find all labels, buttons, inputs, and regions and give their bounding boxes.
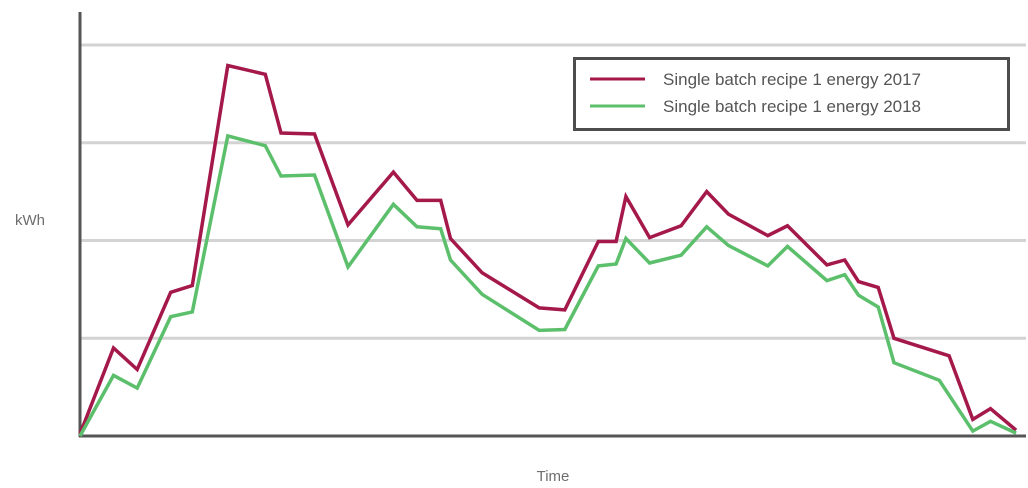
legend-label-2017: Single batch recipe 1 energy 2017 bbox=[663, 70, 921, 89]
legend-box bbox=[573, 57, 1010, 131]
series-line-2017 bbox=[78, 63, 1018, 435]
gridlines bbox=[80, 43, 1026, 340]
legend-label-2018: Single batch recipe 1 energy 2018 bbox=[663, 97, 921, 116]
series-lines bbox=[78, 63, 1018, 437]
legend: Single batch recipe 1 energy 2017 Single… bbox=[573, 57, 1010, 131]
x-axis-label: Time bbox=[537, 468, 570, 485]
y-axis-label: kWh bbox=[15, 212, 45, 229]
series-line-2018 bbox=[78, 133, 1017, 437]
